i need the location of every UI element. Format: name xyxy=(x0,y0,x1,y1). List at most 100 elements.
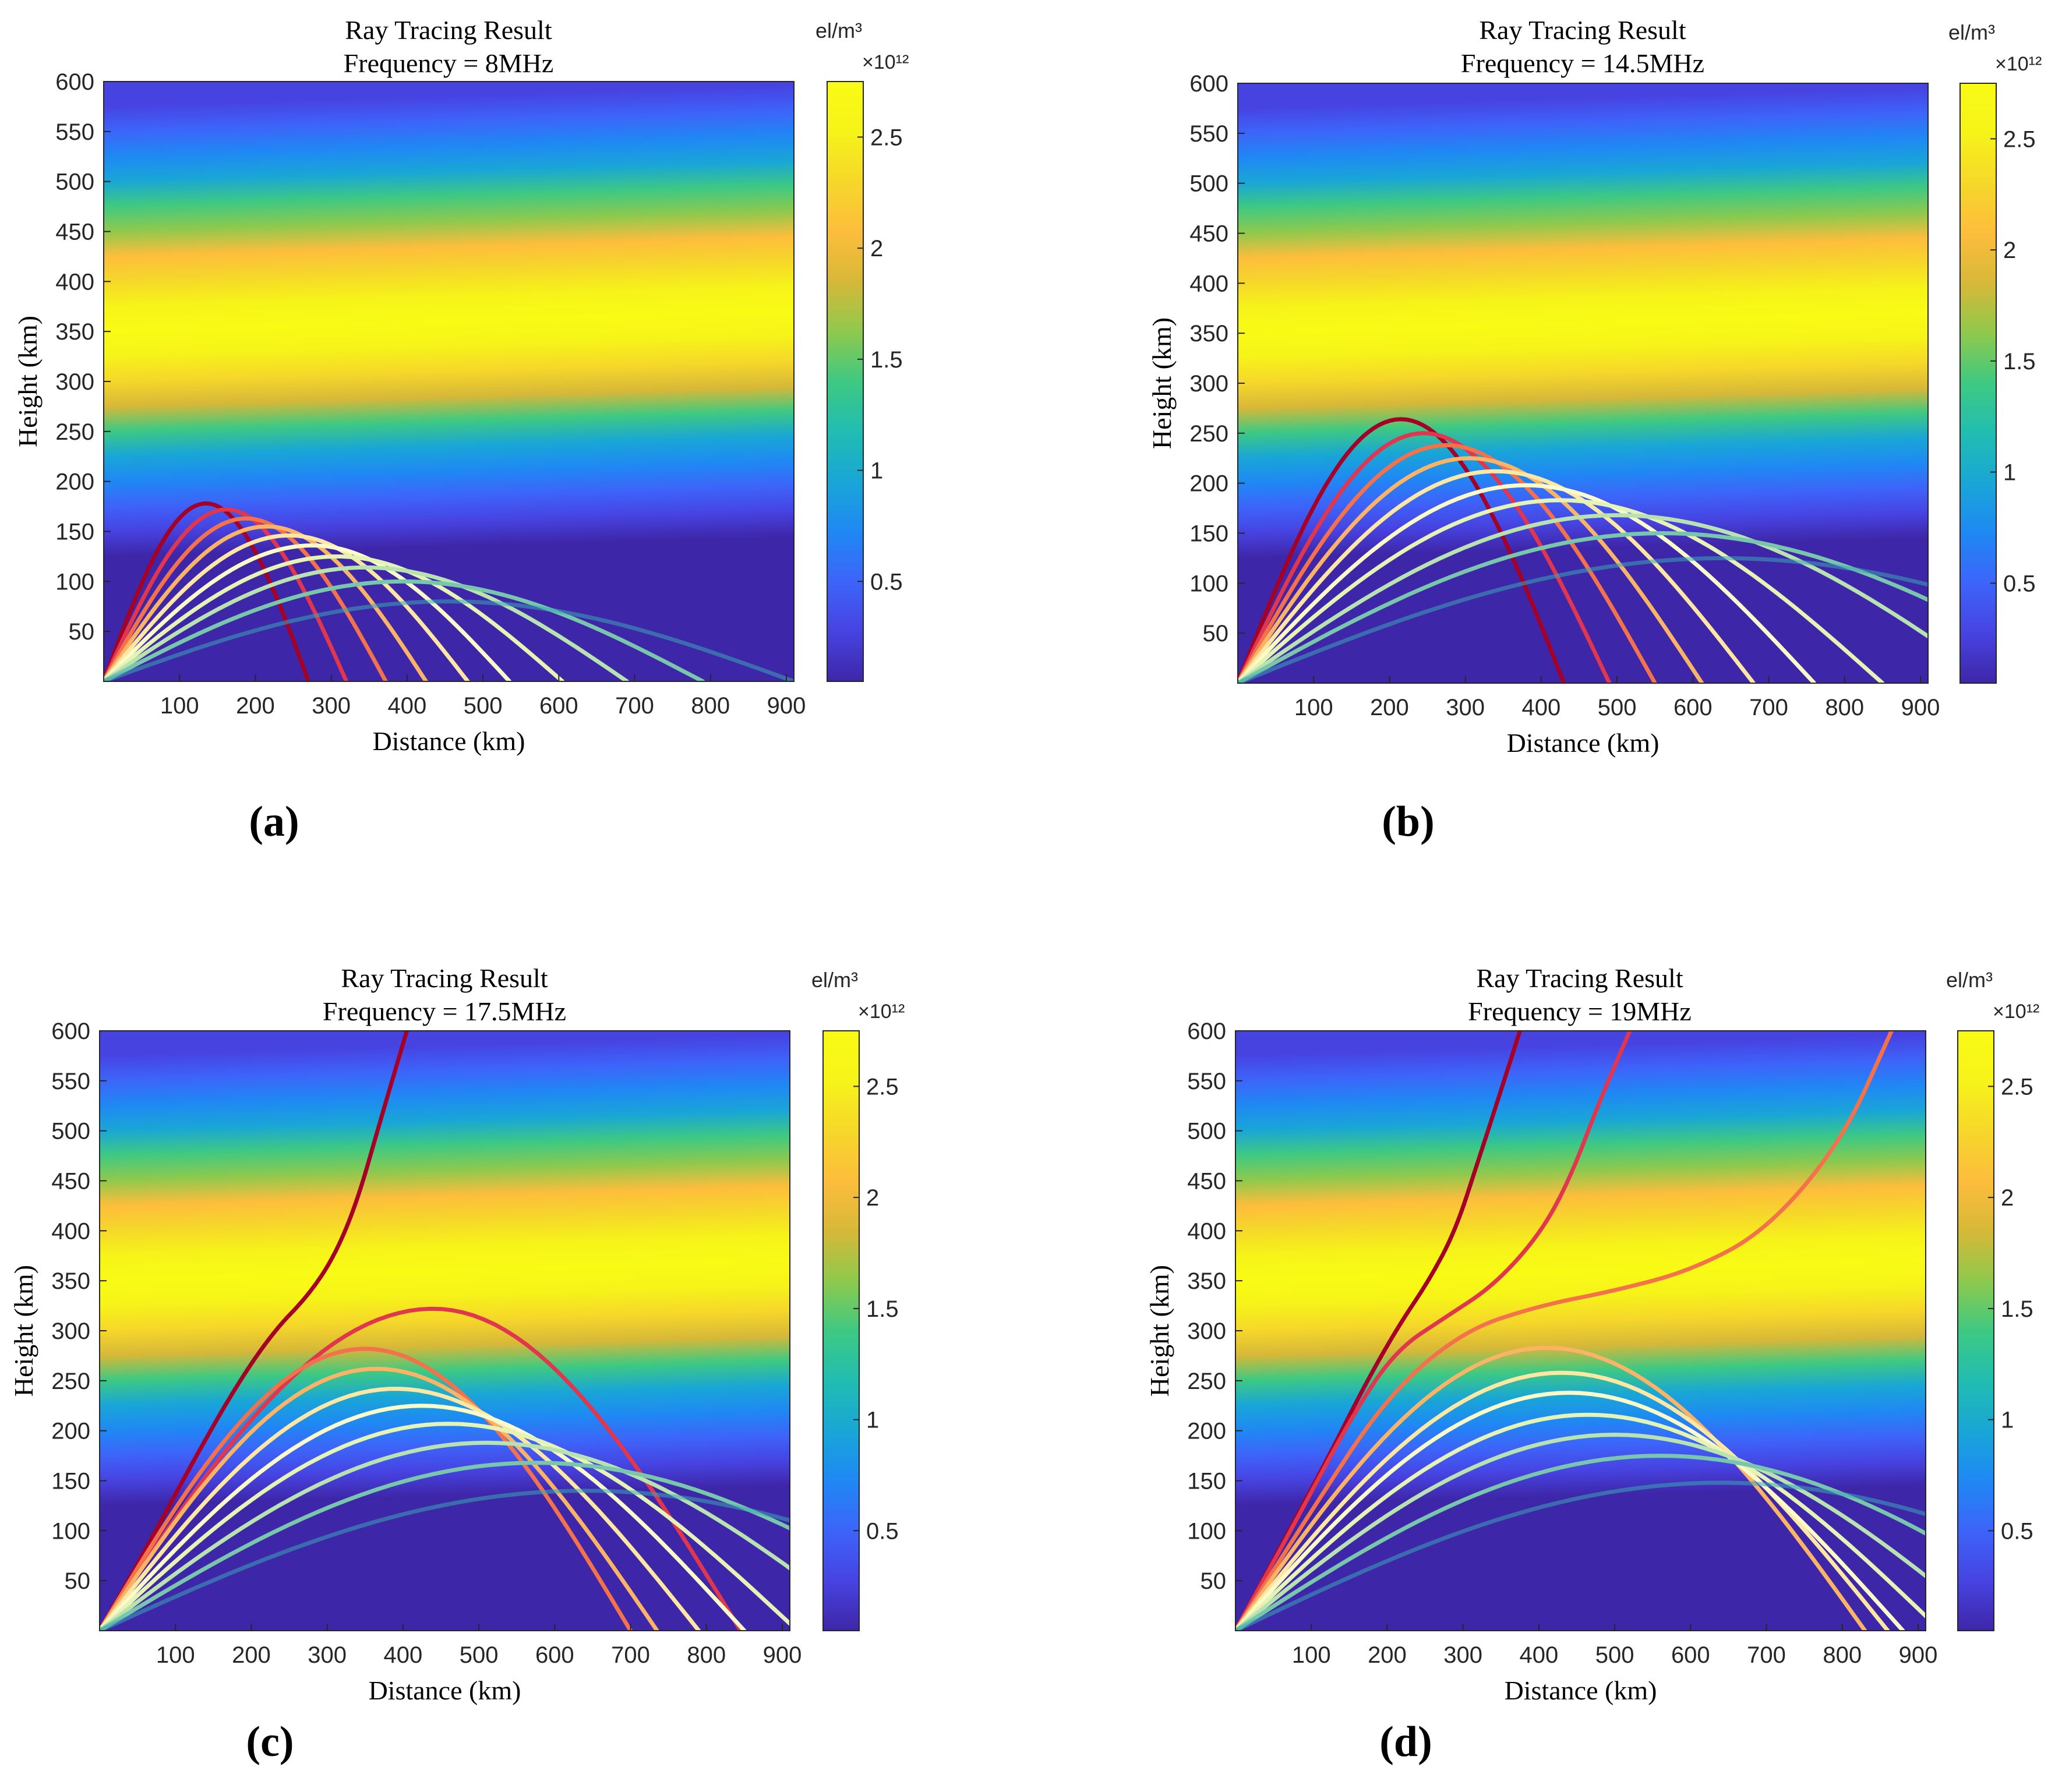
x-tick-label: 100 xyxy=(1294,695,1333,720)
y-tick-label: 250 xyxy=(55,419,94,445)
x-tick-label: 200 xyxy=(1368,1642,1407,1668)
ray-group xyxy=(1235,1031,1926,1631)
ray-line xyxy=(100,1346,633,1631)
y-tick-label: 500 xyxy=(51,1119,90,1144)
ray-line xyxy=(1238,417,1566,683)
y-tick-label: 350 xyxy=(1187,1268,1226,1294)
panel-label: (a) xyxy=(249,798,299,846)
y-tick-label: 250 xyxy=(1189,421,1228,447)
chart-subtitle: Frequency = 14.5MHz xyxy=(1461,48,1704,78)
y-tick-label: 450 xyxy=(1187,1169,1226,1194)
y-tick-label: 600 xyxy=(1187,1019,1226,1044)
x-tick-label: 800 xyxy=(1825,695,1864,720)
x-tick-label: 700 xyxy=(1749,695,1788,720)
ray-line xyxy=(100,1306,743,1631)
y-tick-label: 250 xyxy=(51,1369,90,1394)
x-tick-label: 400 xyxy=(384,1642,423,1668)
x-tick-label: 300 xyxy=(1443,1642,1482,1668)
y-tick-label: 200 xyxy=(55,469,94,495)
x-tick-label: 800 xyxy=(1823,1642,1862,1668)
colorbar-exponent: ×10¹² xyxy=(862,51,909,73)
colorbar-unit: el/m³ xyxy=(1946,968,1993,992)
colorbar-tick-label: 2.5 xyxy=(2003,126,2036,152)
colorbar-tick-label: 1.5 xyxy=(2003,349,2036,374)
colorbar-tick-label: 2 xyxy=(2003,238,2016,263)
panel-0: 100 200 300 400 500 600 700 800 9005010015020025… xyxy=(13,15,909,846)
x-tick-label: 900 xyxy=(763,1642,802,1668)
y-tick-label: 150 xyxy=(1187,1469,1226,1494)
colorbar-exponent: ×10¹² xyxy=(1995,53,2042,75)
y-tick-label: 200 xyxy=(1187,1419,1226,1444)
x-tick-label: 200 xyxy=(236,693,275,719)
ray-line xyxy=(104,579,705,681)
y-tick-label: 250 xyxy=(1187,1369,1226,1394)
colorbar-tick-label: 0.5 xyxy=(870,569,903,595)
chart-title: Ray Tracing Result xyxy=(1476,963,1683,993)
x-tick-label: 700 xyxy=(611,1642,650,1668)
y-tick-label: 350 xyxy=(1189,321,1228,347)
ray-line xyxy=(100,1489,790,1631)
x-axis-label: Distance (km) xyxy=(373,726,525,756)
ray-line xyxy=(100,1404,747,1631)
x-tick-label: 500 xyxy=(1595,1642,1634,1668)
y-tick-label: 500 xyxy=(1189,171,1228,197)
ray-line xyxy=(1238,556,1928,683)
y-tick-label: 550 xyxy=(1189,121,1228,147)
y-tick-label: 100 xyxy=(1187,1518,1226,1544)
x-tick-label: 900 xyxy=(1899,1642,1938,1668)
chart-subtitle: Frequency = 8MHz xyxy=(344,48,554,78)
y-tick-label: 400 xyxy=(55,269,94,295)
chart-title: Ray Tracing Result xyxy=(1479,15,1686,45)
y-tick-label: 600 xyxy=(1189,71,1228,97)
colorbar-tick-label: 2 xyxy=(866,1185,879,1211)
x-tick-label: 400 xyxy=(388,693,427,719)
colorbar-tick-label: 2 xyxy=(870,236,883,261)
x-tick-label: 600 xyxy=(539,693,578,719)
ray-line xyxy=(1235,1031,1894,1631)
ray-line xyxy=(100,1461,790,1631)
y-tick-label: 150 xyxy=(1189,521,1228,547)
y-tick-label: 150 xyxy=(55,519,94,545)
y-tick-label: 450 xyxy=(51,1169,90,1194)
panel-label: (c) xyxy=(246,1718,294,1766)
colorbar-unit: el/m³ xyxy=(1948,20,1995,44)
panel-label: (d) xyxy=(1379,1718,1432,1766)
colorbar-tick-label: 2 xyxy=(2001,1185,2014,1211)
x-axis-label: Distance (km) xyxy=(1507,728,1660,758)
x-axis-label: Distance (km) xyxy=(369,1676,521,1705)
ray-line xyxy=(1238,443,1657,683)
y-tick-label: 100 xyxy=(1189,571,1228,596)
x-tick-label: 200 xyxy=(1370,695,1409,720)
ray-line xyxy=(100,1366,659,1631)
ray-line xyxy=(1235,1345,1867,1631)
y-axis-label: Height (km) xyxy=(1145,1265,1174,1397)
y-axis-label: Height (km) xyxy=(13,316,43,447)
y-tick-label: 300 xyxy=(1187,1319,1226,1344)
y-tick-label: 100 xyxy=(55,569,94,595)
ray-line xyxy=(1235,1432,1926,1631)
x-tick-label: 300 xyxy=(312,693,351,719)
y-tick-label: 50 xyxy=(69,619,95,645)
ray-line xyxy=(100,1422,790,1631)
ray-line xyxy=(104,554,565,681)
ray-group xyxy=(104,501,794,681)
panel-3: 100 200 300 400 500 600 700 800 9005010015020025… xyxy=(1145,963,2039,1766)
ray-line xyxy=(104,599,794,681)
ray-line xyxy=(1238,498,1885,683)
ray-line xyxy=(104,524,428,681)
y-tick-label: 500 xyxy=(1187,1119,1226,1144)
x-tick-label: 900 xyxy=(767,693,806,719)
colorbar xyxy=(1959,83,1997,684)
y-tick-label: 450 xyxy=(1189,221,1228,247)
colorbar-tick-label: 0.5 xyxy=(2001,1518,2033,1544)
ray-line xyxy=(1238,513,1928,683)
ray-group xyxy=(1238,417,1928,683)
ray-line xyxy=(104,543,512,681)
ray-line xyxy=(1235,1412,1926,1631)
y-axis-label: Height (km) xyxy=(9,1265,38,1397)
colorbar-tick-label: 1.5 xyxy=(2001,1296,2033,1322)
x-tick-label: 600 xyxy=(1671,1642,1710,1668)
x-tick-label: 600 xyxy=(1673,695,1713,720)
y-tick-label: 200 xyxy=(51,1419,90,1444)
ray-line xyxy=(100,1440,790,1631)
